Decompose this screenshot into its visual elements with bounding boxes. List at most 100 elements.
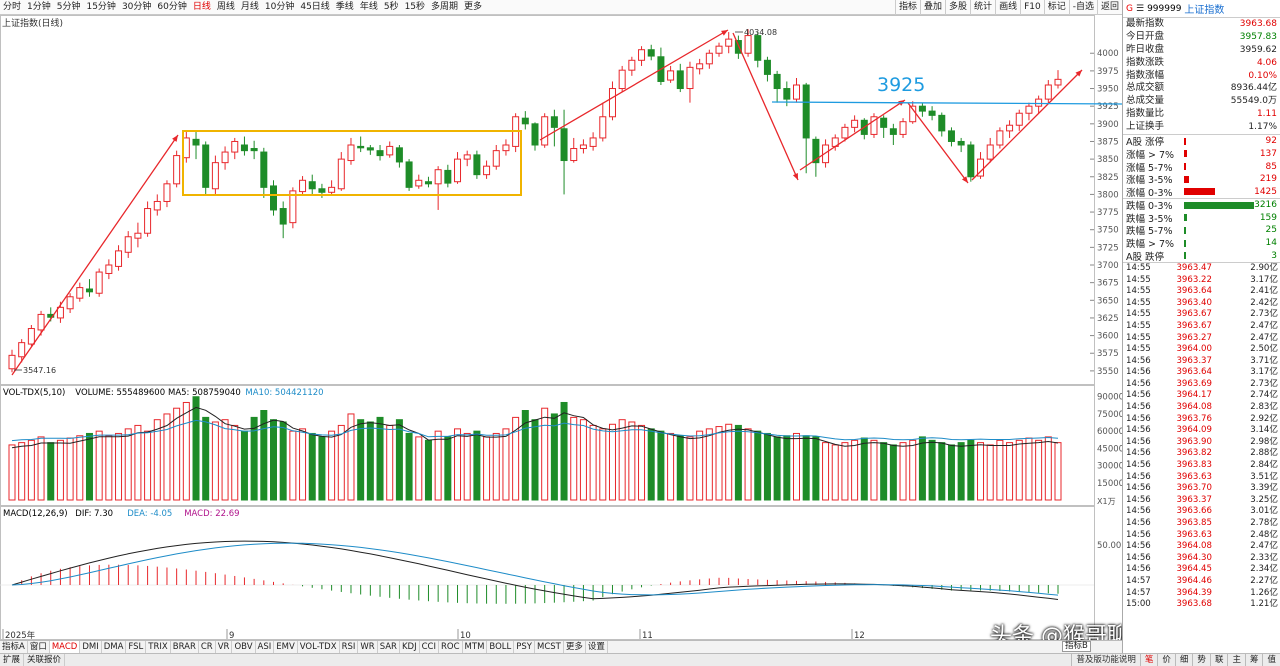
candle-body <box>938 114 946 132</box>
indicator-tab[interactable]: TRIX <box>146 641 171 653</box>
indicator-tab[interactable]: ASI <box>256 641 275 653</box>
indicator-tab[interactable]: DMA <box>102 641 127 653</box>
indicator-tab[interactable]: BRAR <box>171 641 199 653</box>
candle-body <box>628 59 636 71</box>
volume-bar <box>444 436 452 501</box>
price-tick-label: 3825 <box>1097 173 1119 183</box>
period-tab[interactable]: 更多 <box>464 1 483 12</box>
indicator-tab[interactable]: VR <box>216 641 233 653</box>
view-toggle-button[interactable]: 价 <box>1157 654 1175 666</box>
indicator-tab[interactable]: 更多 <box>564 641 586 653</box>
tick-price: 3963.64 <box>1176 367 1212 378</box>
tool-button[interactable]: 标记 <box>1043 0 1069 15</box>
period-tab[interactable]: 15秒 <box>404 1 426 12</box>
period-tab[interactable]: 分时 <box>3 1 22 12</box>
kline-chart[interactable]: 4000 3975 3950 3925 3900 3875 3850 3825 3800 3775… <box>0 15 1122 640</box>
period-tab[interactable]: 日线 <box>192 1 211 12</box>
volume-bar <box>608 423 616 501</box>
period-tab[interactable]: 周线 <box>216 1 235 12</box>
indicator-tab[interactable]: PSY <box>514 641 535 653</box>
tick-price: 3963.90 <box>1176 436 1212 447</box>
tool-button[interactable]: 叠加 <box>920 0 945 15</box>
period-tab[interactable]: 45日线 <box>300 1 330 12</box>
indicator-tab[interactable]: SAR <box>378 641 400 653</box>
view-toggle-button[interactable]: 笔 <box>1139 654 1158 666</box>
indicator-tab[interactable]: MACD <box>49 641 81 653</box>
view-toggle-button[interactable]: 值 <box>1262 654 1280 666</box>
view-toggle-button[interactable]: 细 <box>1174 654 1193 666</box>
period-tab[interactable]: 季线 <box>335 1 354 12</box>
expand-button[interactable]: 扩展 <box>0 654 25 666</box>
related-quotes-button[interactable]: 关联报价 <box>24 654 66 666</box>
indicator-tab[interactable]: 指标A <box>0 641 28 653</box>
indicator-select[interactable]: 指标B <box>1062 641 1091 652</box>
period-tab[interactable]: 5分钟 <box>56 1 81 12</box>
period-tab[interactable]: 月线 <box>240 1 259 12</box>
tool-button[interactable]: F10 <box>1020 0 1044 15</box>
volume-bar <box>483 436 491 501</box>
volume-bar <box>657 430 665 501</box>
indicator-tab[interactable]: CR <box>199 641 216 653</box>
candle-body <box>996 130 1004 146</box>
period-tab[interactable]: 10分钟 <box>264 1 295 12</box>
period-tab[interactable]: 年线 <box>359 1 378 12</box>
volume-bar <box>909 439 917 501</box>
price-tick-label: 3850 <box>1097 155 1119 165</box>
breadth-label: 跌幅 3-5% <box>1126 213 1173 225</box>
period-tab[interactable]: 多周期 <box>431 1 459 12</box>
view-toggle-button[interactable]: 筹 <box>1244 654 1263 666</box>
volume-bar <box>521 410 529 501</box>
price-tick-label: 3950 <box>1097 85 1119 95</box>
indicator-tab[interactable]: MCST <box>535 641 564 653</box>
indicator-tab[interactable]: KDJ <box>400 641 420 653</box>
quote-row: 指数涨幅 0.10% <box>1123 70 1280 83</box>
tool-button[interactable]: -自选 <box>1068 0 1097 15</box>
indicator-tab[interactable]: MTM <box>463 641 488 653</box>
indicator-tab[interactable]: WR <box>358 641 378 653</box>
menu-icon[interactable]: ☰ <box>1135 3 1145 14</box>
period-tab[interactable]: 1分钟 <box>27 1 51 12</box>
volume-ma10-line <box>11 419 1059 442</box>
trend-arrow-up-2 <box>539 29 729 141</box>
tick-row: 14:56 3963.69 2.73亿 <box>1123 379 1280 391</box>
period-tab[interactable]: 60分钟 <box>157 1 187 12</box>
indicator-tab[interactable]: 设置 <box>586 641 608 653</box>
indicator-tab[interactable]: DMI <box>80 641 102 653</box>
view-toggle-button[interactable]: 主 <box>1227 654 1245 666</box>
tool-button[interactable]: 多股 <box>945 0 970 15</box>
view-toggle-button[interactable]: 联 <box>1209 654 1228 666</box>
indicator-tab[interactable]: RSI <box>340 641 359 653</box>
volume-bar <box>357 419 365 501</box>
indicator-tab[interactable]: OBV <box>232 641 256 653</box>
breadth-row: 跌幅 3-5% 159 <box>1123 212 1280 225</box>
indicator-tab[interactable]: BOLL <box>487 641 515 653</box>
feature-info-link[interactable]: 普及版功能说明 <box>1071 654 1140 666</box>
tool-button[interactable]: 指标 <box>895 0 920 15</box>
indicator-tab[interactable]: 窗口 <box>28 641 50 653</box>
trend-arrow-down-2 <box>907 102 969 184</box>
indicator-tab[interactable]: FSL <box>126 641 147 653</box>
volume-bar <box>938 442 946 501</box>
tool-button[interactable]: 统计 <box>970 0 995 15</box>
indicator-tab[interactable]: ROC <box>439 641 463 653</box>
volume-bar <box>1054 442 1062 501</box>
tool-button[interactable]: 画线 <box>995 0 1020 15</box>
candle-body <box>1015 112 1023 126</box>
view-toggle-button[interactable]: 势 <box>1192 654 1210 666</box>
candle-body <box>560 128 568 162</box>
period-tab[interactable]: 15分钟 <box>86 1 116 12</box>
volume-bar <box>715 426 723 501</box>
volume-bar <box>424 439 432 501</box>
volume-unit-label: X1万 <box>1097 497 1116 506</box>
volume-bar <box>192 396 200 501</box>
period-tab[interactable]: 5秒 <box>383 1 399 12</box>
tick-row: 14:56 3964.17 2.74亿 <box>1123 390 1280 402</box>
candle-body <box>95 271 103 294</box>
tool-button[interactable]: 返回 <box>1096 0 1122 15</box>
indicator-tab[interactable]: CCI <box>420 641 439 653</box>
indicator-tab[interactable]: VOL-TDX <box>298 641 340 653</box>
period-tab[interactable]: 30分钟 <box>121 1 152 12</box>
quote-row: 总成交量 55549.0万 <box>1123 95 1280 108</box>
indicator-tab[interactable]: EMV <box>274 641 298 653</box>
volume-pane <box>0 385 1095 506</box>
